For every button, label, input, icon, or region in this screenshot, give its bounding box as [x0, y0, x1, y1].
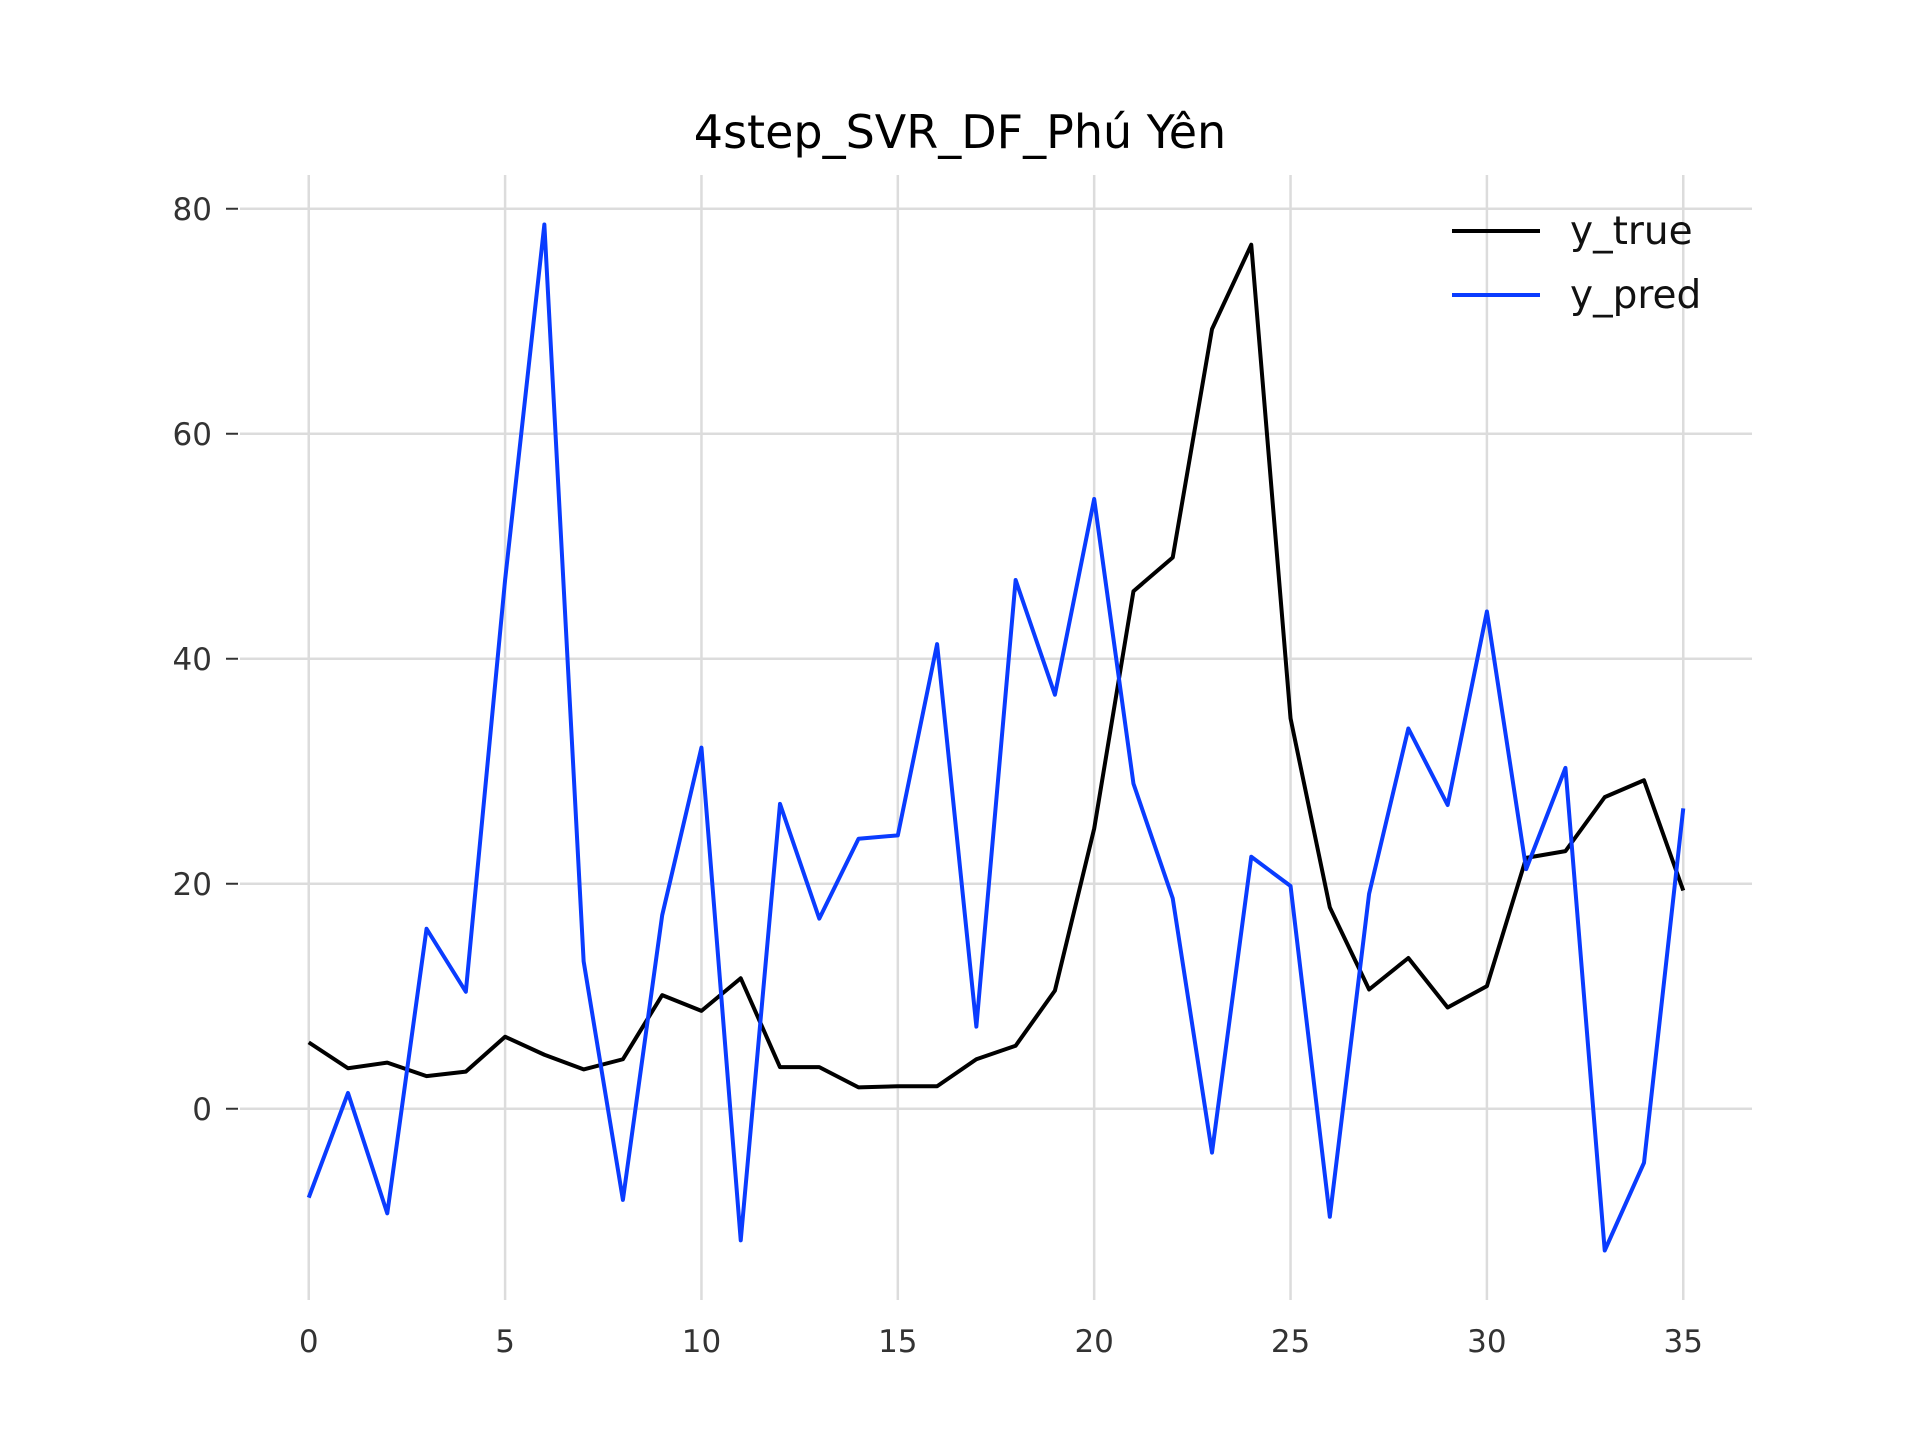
x-tick-label: 25 — [1271, 1324, 1310, 1360]
x-tick-label: 10 — [682, 1324, 721, 1360]
legend-label-y-true: y_true — [1570, 209, 1693, 254]
y-tick-label: 60 — [173, 417, 212, 453]
y-tick-label: 20 — [173, 867, 212, 903]
x-axis: 0 5 10 15 20 25 30 35 — [299, 1324, 1703, 1360]
x-tick-label: 0 — [299, 1324, 319, 1360]
y-tick-label: 80 — [173, 192, 212, 228]
x-tick-label: 30 — [1467, 1324, 1506, 1360]
y-axis: 0 20 40 60 80 — [173, 192, 238, 1128]
x-tick-label: 35 — [1664, 1324, 1703, 1360]
series-line-y-pred — [306, 222, 1686, 1253]
x-tick-label: 5 — [495, 1324, 515, 1360]
chart-title: 4step_SVR_DF_Phú Yên — [694, 105, 1226, 159]
legend: y_true y_pred — [1452, 209, 1701, 318]
x-tick-label: 20 — [1074, 1324, 1113, 1360]
x-tick-label: 15 — [878, 1324, 917, 1360]
x-gridlines — [307, 175, 1685, 1300]
y-tick-label: 40 — [173, 642, 212, 678]
legend-label-y-pred: y_pred — [1570, 273, 1701, 318]
y-tick-label: 0 — [192, 1092, 212, 1128]
y-gridlines — [240, 207, 1752, 1110]
series-layer — [306, 222, 1686, 1253]
series-line-y-true — [307, 242, 1686, 1090]
